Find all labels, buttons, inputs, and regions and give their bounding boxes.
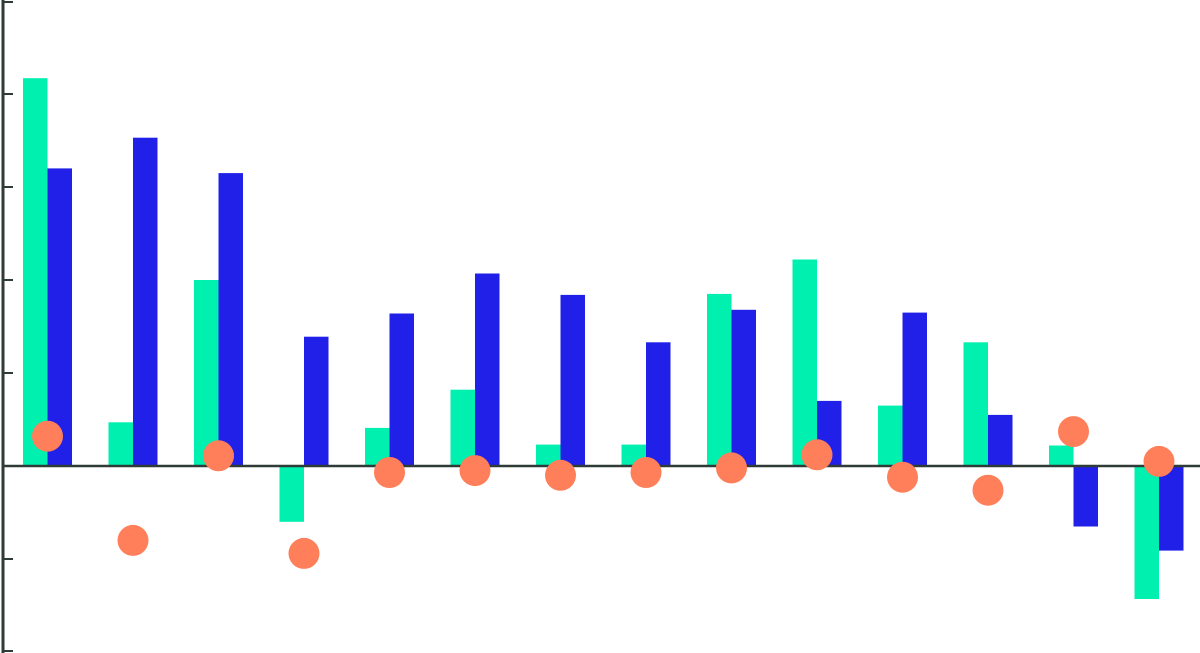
scatter-point-12 — [972, 474, 1004, 506]
bar-series1-2 — [108, 422, 133, 466]
scatter-point-4 — [288, 537, 320, 569]
scatter-point-8 — [630, 457, 662, 488]
scatter-point-2 — [117, 524, 149, 556]
bar-series1-9 — [707, 293, 732, 466]
bar-series1-13 — [1049, 445, 1074, 466]
scatter-point-6 — [459, 455, 491, 487]
scatter-point-9 — [716, 452, 747, 484]
bar-series2-5 — [389, 313, 414, 466]
bar-series1-11 — [878, 405, 903, 466]
bar-series1-10 — [792, 259, 817, 466]
scatter-point-7 — [545, 459, 576, 491]
bar-series1-14 — [1134, 466, 1159, 599]
bar-series2-9 — [731, 309, 756, 466]
bar-series2-12 — [988, 414, 1013, 466]
scatter-point-13 — [1058, 416, 1089, 448]
scatter-point-10 — [801, 439, 833, 471]
bar-series1-6 — [450, 389, 475, 466]
bar-series1-7 — [536, 444, 561, 466]
bar-series2-4 — [304, 336, 329, 466]
bar-series1-1 — [23, 78, 48, 466]
bar-series2-6 — [475, 273, 500, 466]
bar-series2-7 — [560, 294, 585, 466]
scatter-point-11 — [887, 461, 918, 493]
bar-series2-13 — [1073, 466, 1098, 527]
bar-series2-3 — [218, 173, 243, 466]
bar-series2-11 — [902, 312, 927, 466]
bar-series1-3 — [194, 280, 219, 466]
scatter-point-3 — [203, 440, 234, 472]
bar-series2-8 — [646, 342, 671, 466]
bar-series1-4 — [279, 466, 304, 522]
scatter-point-1 — [32, 420, 63, 452]
scatter-point-14 — [1143, 445, 1175, 477]
bar-series1-12 — [963, 342, 988, 466]
scatter-point-5 — [374, 457, 405, 488]
bar-series2-14 — [1159, 466, 1184, 551]
bar-series2-1 — [47, 168, 72, 466]
bar-series2-2 — [133, 137, 158, 466]
